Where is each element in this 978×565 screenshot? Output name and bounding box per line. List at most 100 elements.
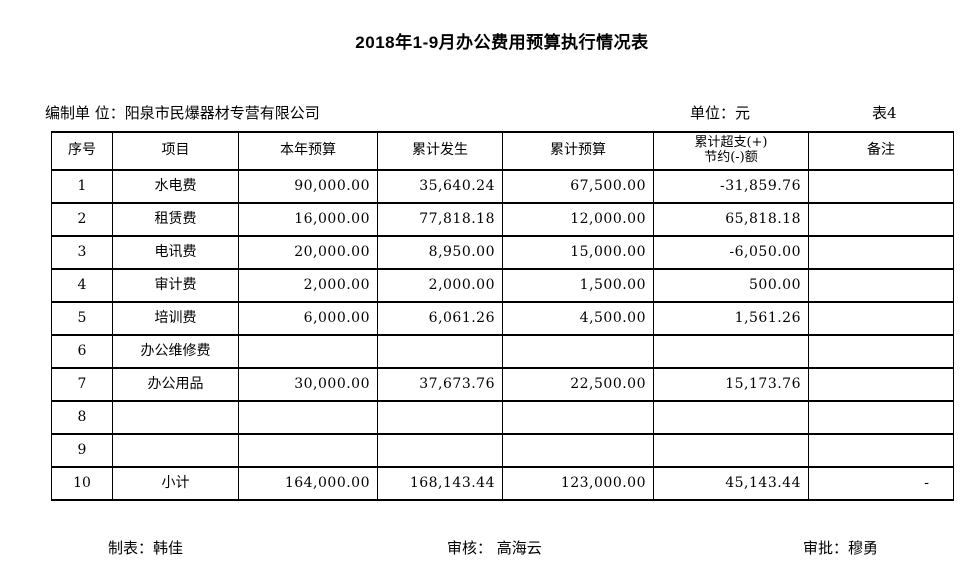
cell-item: 办公用品 xyxy=(112,367,239,402)
cell-variance xyxy=(653,433,809,468)
approved-by-label: 审批：穆勇 xyxy=(803,539,879,557)
cell-annual-budget: 16,000.00 xyxy=(238,202,378,237)
table-row: 8 xyxy=(51,400,954,435)
cell-cumulative-actual: 8,950.00 xyxy=(377,235,503,270)
cell-no: 9 xyxy=(51,433,113,468)
table-row: 9 xyxy=(51,433,954,468)
cell-annual-budget: 90,000.00 xyxy=(238,169,378,204)
cell-no: 2 xyxy=(51,202,113,237)
cell-annual-budget: 6,000.00 xyxy=(238,301,378,336)
col-header-remarks: 备注 xyxy=(808,131,954,171)
table-row: 7 办公用品 30,000.00 37,673.76 22,500.00 15,… xyxy=(51,367,954,402)
cell-no: 3 xyxy=(51,235,113,270)
cell-item: 培训费 xyxy=(112,301,239,336)
cell-item: 办公维修费 xyxy=(112,334,239,369)
cell-cumulative-actual xyxy=(377,400,503,435)
cell-no: 5 xyxy=(51,301,113,336)
meta-line: 编制单 位：阳泉市民爆器材专营有限公司 单位：元 表4 xyxy=(0,102,978,124)
cell-item xyxy=(112,433,239,468)
cell-cumulative-actual: 37,673.76 xyxy=(377,367,503,402)
cell-cumulative-budget: 123,000.00 xyxy=(502,466,654,501)
cell-cumulative-actual: 77,818.18 xyxy=(377,202,503,237)
cell-variance: 65,818.18 xyxy=(653,202,809,237)
cell-no: 8 xyxy=(51,400,113,435)
cell-variance xyxy=(653,400,809,435)
cell-cumulative-budget: 67,500.00 xyxy=(502,169,654,204)
cell-cumulative-actual: 168,143.44 xyxy=(377,466,503,501)
cell-annual-budget xyxy=(238,400,378,435)
cell-annual-budget: 30,000.00 xyxy=(238,367,378,402)
col-header-cumulative-budget: 累计预算 xyxy=(502,131,654,171)
cell-variance: 500.00 xyxy=(653,268,809,303)
cell-annual-budget: 2,000.00 xyxy=(238,268,378,303)
cell-remarks xyxy=(808,268,954,303)
currency-unit-label: 单位：元 xyxy=(690,104,751,122)
variance-header-line2: 节约(-)额 xyxy=(704,150,758,165)
cell-cumulative-actual xyxy=(377,433,503,468)
cell-cumulative-actual: 35,640.24 xyxy=(377,169,503,204)
cell-annual-budget xyxy=(238,433,378,468)
cell-item: 水电费 xyxy=(112,169,239,204)
cell-variance: -31,859.76 xyxy=(653,169,809,204)
cell-variance: -6,050.00 xyxy=(653,235,809,270)
cell-no: 7 xyxy=(51,367,113,402)
col-header-no: 序号 xyxy=(51,131,113,171)
budget-table: 序号 项目 本年预算 累计发生 累计预算 累计超支(+) 节约(-)额 备注 1… xyxy=(51,131,954,501)
cell-remarks xyxy=(808,433,954,468)
col-header-cumulative-actual: 累计发生 xyxy=(377,131,503,171)
cell-variance: 1,561.26 xyxy=(653,301,809,336)
cell-cumulative-actual: 2,000.00 xyxy=(377,268,503,303)
cell-annual-budget: 20,000.00 xyxy=(238,235,378,270)
cell-remarks xyxy=(808,169,954,204)
compiling-unit-label: 编制单 位：阳泉市民爆器材专营有限公司 xyxy=(45,104,320,122)
cell-cumulative-budget: 1,500.00 xyxy=(502,268,654,303)
cell-remarks xyxy=(808,400,954,435)
cell-cumulative-actual xyxy=(377,334,503,369)
col-header-variance: 累计超支(+) 节约(-)额 xyxy=(653,131,809,171)
cell-cumulative-budget: 15,000.00 xyxy=(502,235,654,270)
cell-item: 租赁费 xyxy=(112,202,239,237)
cell-item xyxy=(112,400,239,435)
signature-line: 制表：韩佳 审核： 高海云 审批：穆勇 xyxy=(0,537,978,559)
table-row: 2 租赁费 16,000.00 77,818.18 12,000.00 65,8… xyxy=(51,202,954,237)
col-header-item: 项目 xyxy=(112,131,239,171)
cell-no: 1 xyxy=(51,169,113,204)
table-number-label: 表4 xyxy=(872,104,897,122)
cell-remarks xyxy=(808,301,954,336)
col-header-annual-budget: 本年预算 xyxy=(238,131,378,171)
cell-remarks xyxy=(808,235,954,270)
table-row: 6 办公维修费 xyxy=(51,334,954,369)
cell-cumulative-budget xyxy=(502,400,654,435)
table-row: 1 水电费 90,000.00 35,640.24 67,500.00 -31,… xyxy=(51,169,954,204)
cell-no: 6 xyxy=(51,334,113,369)
header-row: 序号 项目 本年预算 累计发生 累计预算 累计超支(+) 节约(-)额 备注 xyxy=(51,131,954,171)
page-title: 2018年1-9月办公费用预算执行情况表 xyxy=(355,33,649,52)
cell-variance xyxy=(653,334,809,369)
table-row: 3 电讯费 20,000.00 8,950.00 15,000.00 -6,05… xyxy=(51,235,954,270)
cell-no: 4 xyxy=(51,268,113,303)
reviewed-by-label: 审核： 高海云 xyxy=(447,539,542,557)
cell-remarks: - xyxy=(808,466,954,501)
cell-item: 电讯费 xyxy=(112,235,239,270)
cell-remarks xyxy=(808,202,954,237)
cell-cumulative-actual: 6,061.26 xyxy=(377,301,503,336)
cell-no: 10 xyxy=(51,466,113,501)
cell-annual-budget xyxy=(238,334,378,369)
variance-header-line1: 累计超支(+) xyxy=(694,135,768,151)
prepared-by-label: 制表：韩佳 xyxy=(108,539,184,557)
table-row: 5 培训费 6,000.00 6,061.26 4,500.00 1,561.2… xyxy=(51,301,954,336)
cell-cumulative-budget: 12,000.00 xyxy=(502,202,654,237)
cell-annual-budget: 164,000.00 xyxy=(238,466,378,501)
cell-item: 审计费 xyxy=(112,268,239,303)
cell-cumulative-budget xyxy=(502,433,654,468)
cell-remarks xyxy=(808,334,954,369)
cell-cumulative-budget xyxy=(502,334,654,369)
cell-cumulative-budget: 22,500.00 xyxy=(502,367,654,402)
table-row-subtotal: 10 小计 164,000.00 168,143.44 123,000.00 4… xyxy=(51,466,954,501)
cell-item: 小计 xyxy=(112,466,239,501)
cell-remarks xyxy=(808,367,954,402)
cell-variance: 45,143.44 xyxy=(653,466,809,501)
table-row: 4 审计费 2,000.00 2,000.00 1,500.00 500.00 xyxy=(51,268,954,303)
cell-cumulative-budget: 4,500.00 xyxy=(502,301,654,336)
cell-variance: 15,173.76 xyxy=(653,367,809,402)
